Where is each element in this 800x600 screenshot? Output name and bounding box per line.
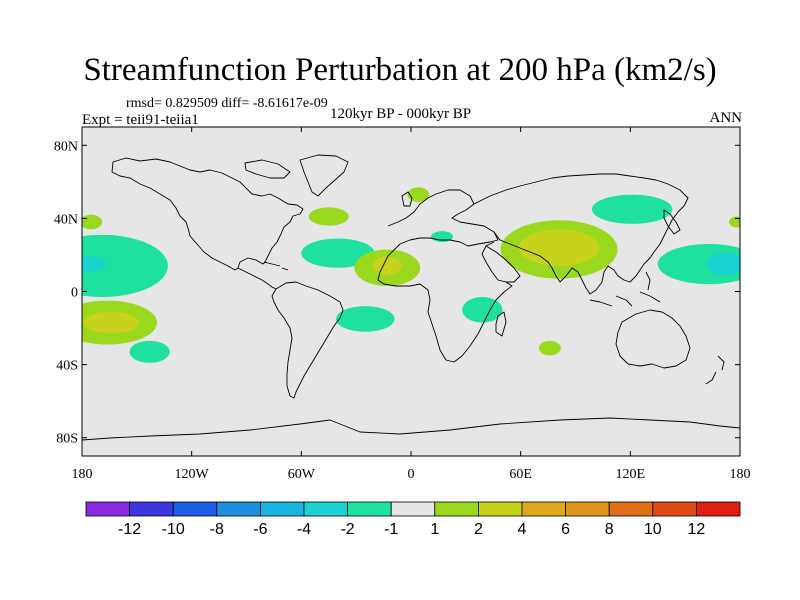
colorbar-swatch — [347, 501, 392, 517]
lon-tick-label: 180 — [72, 467, 93, 482]
colorbar-swatch — [477, 501, 523, 517]
coast-antarctica — [82, 417, 740, 441]
coast-madagascar — [495, 311, 507, 337]
anomaly-region — [407, 187, 430, 202]
coastlines — [82, 154, 740, 441]
coast-arctic-islands — [244, 159, 291, 179]
coast-south-america — [271, 281, 344, 399]
anomaly-region — [336, 306, 395, 332]
colorbar-label: -12 — [118, 521, 141, 538]
lat-tick-label: 0 — [71, 286, 78, 301]
stats-label: rmsd= 0.829509 diff= -8.61617e-09 — [126, 96, 328, 111]
colorbar-label: 1 — [430, 521, 439, 538]
colorbar-swatch — [303, 501, 348, 517]
coast-british-isles — [401, 191, 413, 207]
coast-central-america — [237, 267, 277, 290]
colorbar-swatch — [434, 501, 479, 517]
anomaly-region — [372, 256, 402, 276]
colorbar-swatch — [652, 501, 697, 517]
experiment-label: Expt = teii91-teiia1 — [82, 112, 199, 128]
lon-tick-label: 0 — [408, 467, 415, 482]
map-background — [82, 127, 740, 456]
colorbar-label: -2 — [340, 521, 354, 538]
coast-australia — [615, 309, 691, 369]
colorbar: -12 -10 -8 -6 -4 -2 -1 1 2 4 6 8 10 12 — [85, 501, 741, 538]
lat-tick-label: 80S — [56, 432, 78, 447]
lat-tick-label: 40N — [54, 212, 78, 227]
anomaly-region — [129, 340, 170, 363]
colorbar-label: 2 — [474, 521, 483, 538]
colorbar-label: -8 — [210, 521, 224, 538]
coast-caribbean — [263, 261, 289, 271]
coast-greenland — [299, 154, 349, 197]
coast-asia — [473, 173, 689, 295]
colorbar-label: 8 — [605, 521, 614, 538]
colorbar-swatch — [216, 501, 261, 517]
coast-japan — [663, 209, 681, 235]
colorbar-label: 6 — [561, 521, 570, 538]
colorbar-swatch — [129, 501, 174, 517]
colorbar-swatch — [565, 501, 610, 517]
coast-new-zealand — [705, 355, 725, 385]
anomaly-region — [82, 256, 106, 272]
lon-tick-label: 120E — [616, 467, 646, 482]
colorbar-swatch — [85, 501, 130, 517]
colorbar-label: -6 — [253, 521, 267, 538]
anomaly-region — [729, 216, 740, 228]
anomaly-region — [82, 234, 168, 297]
lon-tick-label: 120W — [175, 467, 210, 482]
season-label: ANN — [709, 110, 743, 126]
colorbar-swatch — [521, 501, 566, 517]
colorbar-label: 10 — [644, 521, 662, 538]
colorbar-swatch — [259, 501, 305, 517]
colorbar-label: 4 — [518, 521, 527, 538]
period-label: 120kyr BP - 000kyr BP — [330, 106, 472, 122]
colorbar-label: 12 — [688, 521, 706, 538]
anomaly-region — [591, 194, 673, 224]
colorbar-swatch — [696, 501, 741, 517]
anomaly-region — [431, 231, 454, 243]
colorbar-label: -1 — [384, 521, 398, 538]
colorbar-swatch — [172, 501, 218, 517]
lon-tick-label: 60E — [509, 467, 532, 482]
map-title: Streamfunction Perturbation at 200 hPa (… — [83, 52, 717, 88]
map-axes: 80N 40N 0 40S 80S 180 120W 60W 0 60E 120E 180 — [54, 127, 751, 482]
coast-north-america — [111, 157, 304, 271]
colorbar-label: -4 — [297, 521, 311, 538]
coast-indonesia — [589, 271, 661, 307]
anomaly-region — [82, 214, 103, 230]
anomaly-region — [538, 340, 561, 356]
anomaly-region — [308, 207, 349, 226]
anomaly-region — [518, 229, 600, 266]
anomaly-region — [462, 296, 503, 323]
lon-tick-label: 180 — [730, 467, 751, 482]
lat-tick-label: 40S — [56, 359, 78, 374]
colorbar-swatch — [390, 501, 436, 517]
anomaly-contours — [82, 187, 740, 363]
anomaly-region — [707, 253, 740, 276]
colorbar-swatch — [608, 501, 654, 517]
colorbar-label: -10 — [162, 521, 185, 538]
anomaly-region — [83, 311, 139, 334]
lon-tick-label: 60W — [288, 467, 316, 482]
lat-tick-label: 80N — [54, 139, 78, 154]
anomaly-region — [301, 238, 375, 268]
coast-arabia — [485, 245, 521, 283]
